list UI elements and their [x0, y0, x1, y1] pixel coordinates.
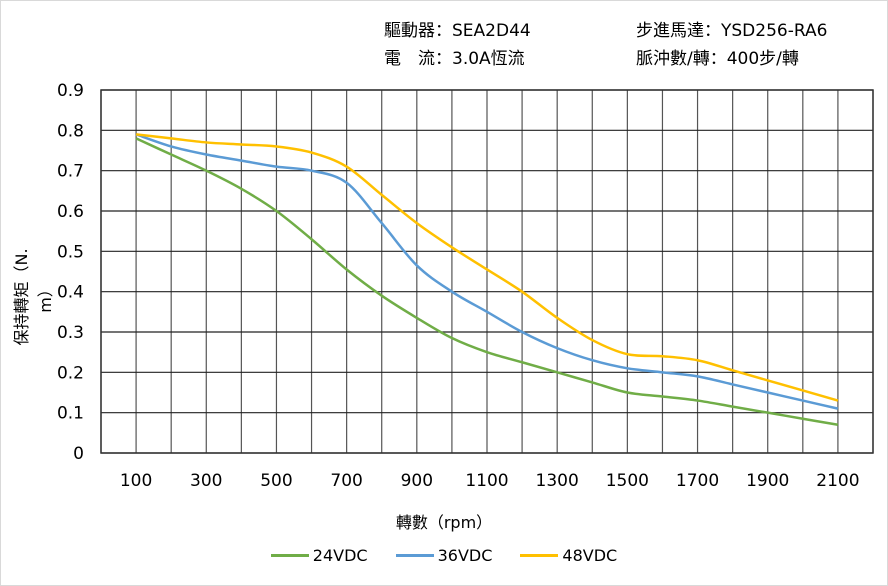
- y-tick-label: 0.8: [57, 121, 84, 141]
- y-tick-label: 0.6: [57, 202, 84, 222]
- legend-swatch: [520, 554, 559, 557]
- current-label: 電 流：3.0A恆流: [384, 49, 525, 69]
- legend-item: 48VDC: [520, 546, 617, 565]
- legend-swatch: [395, 554, 434, 557]
- legend-label: 48VDC: [562, 546, 618, 565]
- x-tick-label: 1700: [676, 471, 719, 491]
- y-tick-label: 0.4: [57, 283, 84, 303]
- pulse-label: 脈沖數/轉：400步/轉: [636, 49, 799, 69]
- driver-label: 驅動器：SEA2D44: [384, 21, 531, 41]
- y-tick-label: 0: [73, 444, 84, 464]
- y-tick-label: 0.2: [57, 363, 84, 383]
- x-tick-label: 1300: [536, 471, 579, 491]
- plot-border: [100, 89, 874, 454]
- x-tick-label: 700: [330, 471, 362, 491]
- x-tick-label: 1900: [746, 471, 789, 491]
- legend: 24VDC 36VDC 48VDC: [0, 546, 888, 565]
- series-line-36vdc: [135, 133, 839, 410]
- x-tick-label: 500: [260, 471, 292, 491]
- y-axis-label: 保持轉矩（N. m）: [12, 248, 55, 346]
- x-axis-label: 轉數（rpm）: [395, 513, 493, 532]
- x-tick-label: 1100: [465, 471, 508, 491]
- legend-item: 24VDC: [270, 546, 368, 565]
- legend-label: 24VDC: [312, 546, 368, 565]
- motor-label: 步進馬達：YSD256-RA6: [636, 21, 828, 41]
- legend-label: 36VDC: [437, 546, 493, 565]
- x-tick-label: 1500: [606, 471, 649, 491]
- y-tick-label: 0.5: [57, 242, 84, 262]
- series-line-24vdc: [135, 137, 839, 426]
- y-tick-label: 0.7: [57, 162, 84, 182]
- x-tick-label: 2100: [816, 471, 859, 491]
- x-tick-label: 900: [401, 471, 433, 491]
- x-tick-label: 100: [120, 471, 152, 491]
- y-tick-label: 0.1: [57, 404, 84, 424]
- legend-swatch: [270, 554, 309, 557]
- series-line-48vdc: [135, 133, 839, 402]
- x-tick-label: 300: [190, 471, 222, 491]
- y-tick-label: 0.9: [57, 81, 84, 101]
- y-tick-label: 0.3: [57, 323, 84, 343]
- legend-item: 36VDC: [395, 546, 493, 565]
